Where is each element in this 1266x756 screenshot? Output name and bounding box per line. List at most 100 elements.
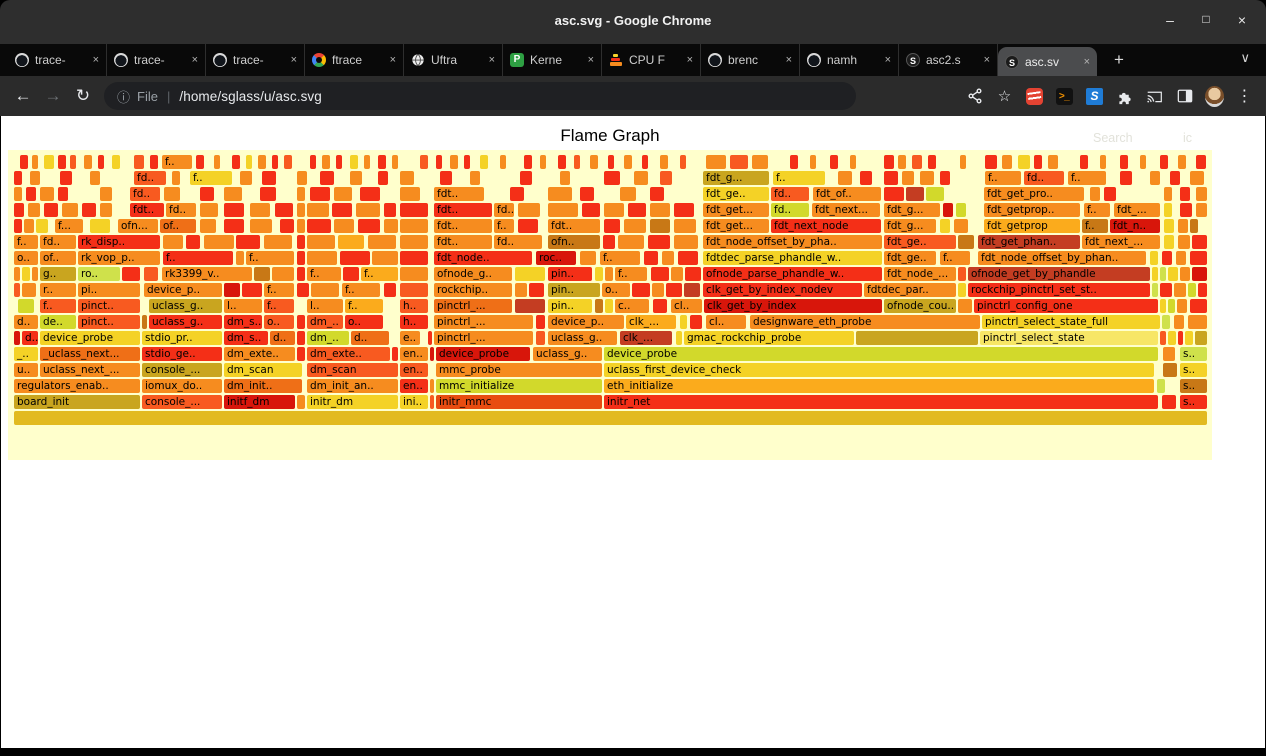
flame-frame[interactable]: [958, 267, 966, 281]
flame-frame[interactable]: fdt_get...: [703, 203, 769, 217]
flame-frame[interactable]: [32, 267, 38, 281]
flame-frame[interactable]: [1100, 155, 1106, 169]
flame-frame[interactable]: d..: [22, 331, 38, 345]
flame-frame[interactable]: [364, 155, 370, 169]
flame-frame[interactable]: [943, 203, 953, 217]
flame-frame[interactable]: fdt_get_phan..: [978, 235, 1080, 249]
flame-frame[interactable]: [272, 155, 278, 169]
flame-frame[interactable]: fdt_...: [1114, 203, 1160, 217]
flame-frame[interactable]: pi..: [78, 283, 140, 297]
flame-frame[interactable]: [236, 251, 244, 265]
flame-frame[interactable]: [307, 251, 337, 265]
flame-frame[interactable]: [338, 235, 364, 249]
flame-frame[interactable]: f..: [40, 299, 76, 313]
flame-frame[interactable]: [280, 219, 294, 233]
flame-frame[interactable]: [32, 155, 38, 169]
flame-frame[interactable]: r..: [40, 283, 76, 297]
flame-frame[interactable]: [236, 235, 260, 249]
flame-frame[interactable]: [1168, 299, 1175, 313]
flame-frame[interactable]: [297, 347, 305, 361]
flame-frame[interactable]: [662, 251, 674, 265]
flame-frame[interactable]: iomux_do..: [142, 379, 222, 393]
flame-frame[interactable]: s..: [1180, 395, 1207, 409]
flame-frame[interactable]: f...: [55, 219, 83, 233]
maximize-button[interactable]: □: [1202, 12, 1210, 26]
flame-frame[interactable]: [676, 331, 682, 345]
ext-terminal-icon[interactable]: >_: [1055, 87, 1074, 106]
flame-frame[interactable]: [400, 219, 428, 233]
flame-frame[interactable]: o..: [602, 283, 630, 297]
reload-button[interactable]: ↻: [75, 86, 91, 105]
flame-frame[interactable]: [436, 155, 442, 169]
flame-frame[interactable]: [343, 267, 359, 281]
flame-frame[interactable]: [163, 235, 183, 249]
flame-frame[interactable]: [838, 171, 852, 185]
flame-frame[interactable]: fdt_of..: [813, 187, 881, 201]
flame-frame[interactable]: [224, 187, 242, 201]
flame-frame[interactable]: s..: [1180, 363, 1207, 377]
flame-frame[interactable]: [680, 315, 687, 329]
flame-frame[interactable]: [1185, 331, 1193, 345]
flame-frame[interactable]: [1048, 155, 1058, 169]
flame-frame[interactable]: [660, 171, 672, 185]
flame-frame[interactable]: [350, 155, 358, 169]
flame-frame[interactable]: f..: [773, 171, 825, 185]
flame-frame[interactable]: f..: [361, 267, 398, 281]
flame-frame[interactable]: [297, 171, 307, 185]
flame-frame[interactable]: [536, 331, 545, 345]
flame-frame[interactable]: [1080, 155, 1088, 169]
flame-frame[interactable]: [926, 187, 944, 201]
flame-frame[interactable]: [224, 283, 240, 297]
flame-frame[interactable]: [311, 283, 339, 297]
flame-frame[interactable]: [400, 171, 414, 185]
flame-frame[interactable]: fdt..: [548, 219, 600, 233]
flame-frame[interactable]: [1178, 219, 1188, 233]
flame-frame[interactable]: [260, 187, 276, 201]
flame-frame[interactable]: f..: [345, 299, 383, 313]
flame-frame[interactable]: [1198, 283, 1207, 297]
tab-trace-[interactable]: trace- ×: [107, 44, 206, 76]
flame-frame[interactable]: [674, 203, 694, 217]
flame-frame[interactable]: f..: [1082, 219, 1108, 233]
flame-frame[interactable]: ofnode_cou..: [884, 299, 956, 313]
flame-frame[interactable]: [420, 155, 428, 169]
flame-frame[interactable]: [430, 379, 434, 393]
flame-frame[interactable]: initr_mmc: [436, 395, 602, 409]
flame-frame[interactable]: designware_eth_probe: [750, 315, 980, 329]
back-button[interactable]: ←: [14, 86, 32, 105]
flame-frame[interactable]: fdt..: [434, 187, 484, 201]
flame-frame[interactable]: [1180, 203, 1192, 217]
flame-frame[interactable]: [82, 203, 96, 217]
flame-frame[interactable]: [392, 155, 398, 169]
cast-icon[interactable]: [1145, 87, 1164, 106]
flame-frame[interactable]: [558, 155, 566, 169]
address-bar[interactable]: ⓘ File | /home/sglass/u/asc.svg: [104, 82, 856, 110]
flame-frame[interactable]: [604, 171, 620, 185]
flame-frame[interactable]: [1178, 235, 1190, 249]
flame-frame[interactable]: [620, 187, 636, 201]
flame-frame[interactable]: [634, 171, 648, 185]
flame-frame[interactable]: [1190, 171, 1204, 185]
flame-frame[interactable]: [58, 187, 68, 201]
flame-frame[interactable]: [264, 235, 292, 249]
flame-frame[interactable]: [595, 267, 603, 281]
flame-frame[interactable]: h..: [400, 315, 428, 329]
flame-frame[interactable]: pinct..: [78, 299, 140, 313]
tab-trace-[interactable]: trace- ×: [206, 44, 305, 76]
flame-frame[interactable]: uclass_g..: [149, 315, 222, 329]
flame-frame[interactable]: f..: [190, 171, 232, 185]
flame-frame[interactable]: rk3399_v..: [162, 267, 252, 281]
flame-frame[interactable]: [142, 315, 147, 329]
flame-frame[interactable]: [430, 347, 434, 361]
flame-frame[interactable]: console_...: [142, 395, 222, 409]
flame-frame[interactable]: [920, 171, 934, 185]
flame-frame[interactable]: [1034, 155, 1042, 169]
flame-frame[interactable]: device_p..: [144, 283, 222, 297]
flame-frame[interactable]: [1164, 187, 1172, 201]
flame-frame[interactable]: [356, 203, 380, 217]
flame-frame[interactable]: [1188, 283, 1196, 297]
tab-overflow-chevron-icon[interactable]: ∨: [1240, 50, 1250, 65]
flame-frame[interactable]: pinctrl_select_state: [980, 331, 1158, 345]
flame-frame[interactable]: [334, 219, 354, 233]
